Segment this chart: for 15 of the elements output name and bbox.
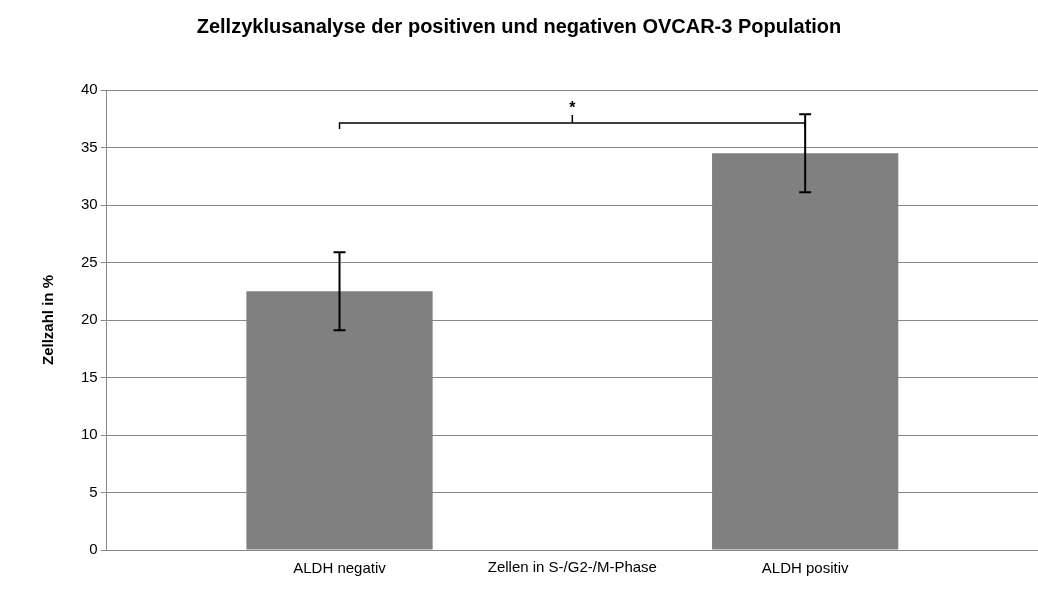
y-tick-label: 25: [81, 252, 98, 270]
y-tick-label: 20: [81, 310, 98, 328]
y-tick-label: 0: [89, 540, 98, 558]
chart-title: Zellzyklusanalyse der positiven und negativen OVCAR-3 Population: [195, 14, 843, 38]
y-tick-label: 10: [81, 425, 98, 443]
y-tick-label: 35: [81, 137, 98, 155]
y-tick-label: 5: [89, 482, 98, 500]
x-tick-label: ALDH positiv: [761, 559, 850, 577]
y-tick-label: 15: [81, 367, 98, 385]
y-tick-label: 40: [81, 80, 98, 98]
y-axis-title: Zellzahl in %: [39, 274, 57, 366]
y-tick-label: 30: [81, 195, 98, 213]
annotation: *: [569, 99, 577, 116]
x-axis-title: Zellen in S-/G2-/M-Phase: [487, 557, 657, 575]
x-tick-label: ALDH negativ: [293, 559, 387, 577]
